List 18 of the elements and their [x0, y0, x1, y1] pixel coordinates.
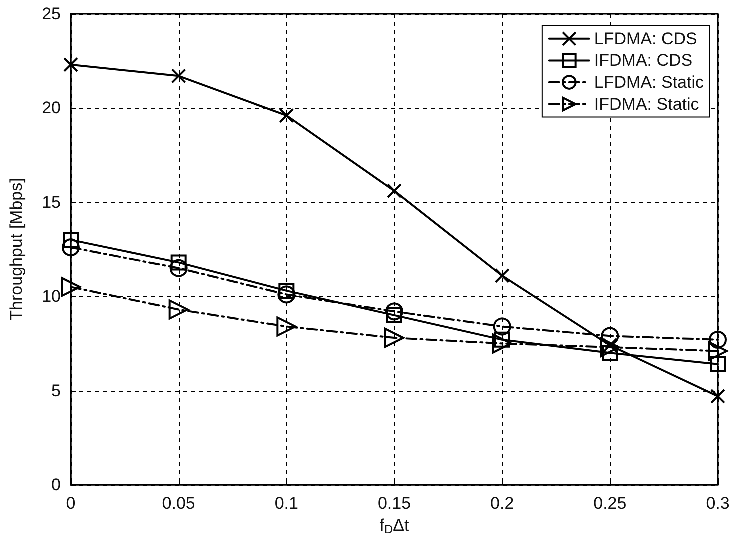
- x-tick-label: 0.3: [706, 494, 730, 513]
- legend-label: LFDMA: Static: [594, 73, 704, 92]
- x-tick-label: 0.05: [162, 494, 196, 513]
- y-tick-label: 25: [42, 4, 61, 24]
- y-tick-label: 0: [52, 476, 61, 494]
- legend-label: LFDMA: CDS: [594, 29, 698, 48]
- y-tick-label: 5: [52, 381, 61, 400]
- y-tick-label: 20: [42, 98, 61, 118]
- y-tick-label: 10: [42, 287, 61, 306]
- x-tick-label: 0.15: [378, 494, 412, 513]
- x-tick-label: 0.25: [594, 494, 627, 513]
- legend-label: IFDMA: CDS: [594, 51, 693, 70]
- y-axis-title: Throughput [Mbps]: [7, 178, 26, 321]
- x-tick-label: 0.1: [274, 494, 298, 513]
- x-tick-label: 0.2: [490, 494, 514, 513]
- y-tick-label: 15: [42, 192, 61, 212]
- x-tick-label: 0: [66, 494, 76, 513]
- legend-label: IFDMA: Static: [594, 94, 700, 114]
